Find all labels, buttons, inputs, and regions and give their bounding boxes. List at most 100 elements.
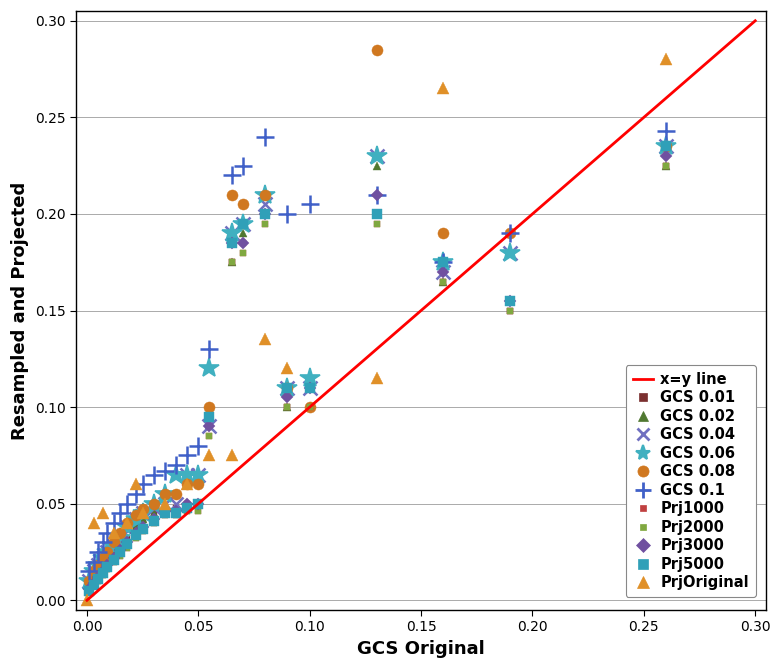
PrjOriginal bbox=[227, 452, 236, 460]
Prj2000 bbox=[85, 587, 94, 595]
Prj2000 bbox=[283, 403, 292, 411]
Prj2000 bbox=[171, 511, 181, 519]
GCS 0.06 bbox=[138, 509, 147, 517]
Prj3000 bbox=[182, 500, 192, 508]
PrjOriginal bbox=[138, 509, 147, 517]
Legend: x=y line, GCS 0.01, GCS 0.02, GCS 0.04, GCS 0.06, GCS 0.08, GCS 0.1, Prj1000, Pr: x=y line, GCS 0.01, GCS 0.02, GCS 0.04, … bbox=[626, 365, 756, 597]
PrjOriginal bbox=[182, 480, 192, 488]
Prj2000 bbox=[116, 552, 125, 560]
Prj2000 bbox=[506, 306, 515, 314]
Prj3000 bbox=[205, 422, 215, 430]
GCS 0.08 bbox=[193, 480, 203, 488]
GCS 0.02 bbox=[283, 403, 292, 411]
GCS 0.02 bbox=[182, 500, 192, 508]
GCS 0.04 bbox=[98, 554, 107, 562]
GCS 0.08 bbox=[122, 519, 132, 527]
Prj5000 bbox=[132, 531, 141, 539]
GCS 0.08 bbox=[238, 200, 247, 208]
GCS 0.01 bbox=[103, 554, 112, 562]
Prj5000 bbox=[89, 581, 99, 589]
Prj5000 bbox=[149, 517, 158, 525]
Prj2000 bbox=[149, 519, 158, 527]
Prj3000 bbox=[438, 268, 448, 276]
GCS 0.04 bbox=[305, 384, 315, 392]
GCS 0.04 bbox=[662, 142, 671, 151]
GCS 0.02 bbox=[138, 515, 147, 523]
GCS 0.08 bbox=[89, 567, 99, 575]
Prj2000 bbox=[89, 581, 99, 589]
Prj3000 bbox=[372, 191, 381, 199]
GCS 0.08 bbox=[161, 490, 170, 498]
GCS 0.02 bbox=[662, 162, 671, 170]
Prj3000 bbox=[238, 239, 247, 247]
GCS 0.04 bbox=[93, 561, 103, 569]
GCS 0.01 bbox=[238, 239, 247, 247]
GCS 0.04 bbox=[161, 500, 170, 508]
GCS 0.04 bbox=[238, 219, 247, 227]
Line: GCS 0.08: GCS 0.08 bbox=[84, 44, 672, 587]
GCS 0.1 bbox=[182, 452, 192, 460]
GCS 0.01 bbox=[506, 306, 515, 314]
Prj1000 bbox=[161, 511, 170, 519]
GCS 0.06 bbox=[193, 471, 203, 479]
Prj3000 bbox=[171, 507, 181, 515]
GCS 0.04 bbox=[85, 577, 94, 585]
GCS 0.1 bbox=[98, 539, 107, 547]
GCS 0.06 bbox=[205, 365, 215, 373]
Prj3000 bbox=[261, 210, 270, 218]
GCS 0.06 bbox=[89, 567, 99, 575]
Prj5000 bbox=[182, 504, 192, 512]
Prj5000 bbox=[85, 587, 94, 595]
Prj5000 bbox=[438, 258, 448, 266]
Prj1000 bbox=[85, 587, 94, 595]
Prj5000 bbox=[122, 541, 132, 549]
PrjOriginal bbox=[261, 335, 270, 343]
GCS 0.06 bbox=[305, 374, 315, 382]
Prj1000 bbox=[506, 306, 515, 314]
Prj2000 bbox=[138, 527, 147, 535]
GCS 0.04 bbox=[506, 249, 515, 257]
GCS 0.02 bbox=[438, 278, 448, 286]
Prj1000 bbox=[98, 571, 107, 579]
GCS 0.08 bbox=[438, 229, 448, 237]
GCS 0.02 bbox=[149, 509, 158, 517]
GCS 0.01 bbox=[171, 504, 181, 512]
GCS 0.1 bbox=[227, 171, 236, 179]
GCS 0.1 bbox=[372, 191, 381, 199]
GCS 0.04 bbox=[138, 509, 147, 517]
GCS 0.02 bbox=[305, 403, 315, 411]
GCS 0.01 bbox=[109, 548, 118, 556]
GCS 0.02 bbox=[238, 229, 247, 237]
Line: GCS 0.02: GCS 0.02 bbox=[85, 161, 670, 589]
GCS 0.1 bbox=[438, 258, 448, 266]
Prj5000 bbox=[98, 569, 107, 577]
GCS 0.01 bbox=[85, 581, 94, 589]
Prj2000 bbox=[161, 511, 170, 519]
GCS 0.08 bbox=[138, 506, 147, 514]
GCS 0.04 bbox=[283, 384, 292, 392]
GCS 0.06 bbox=[182, 471, 192, 479]
Prj1000 bbox=[122, 544, 132, 552]
GCS 0.08 bbox=[305, 403, 315, 411]
GCS 0.1 bbox=[161, 467, 170, 475]
GCS 0.04 bbox=[261, 200, 270, 208]
GCS 0.04 bbox=[116, 535, 125, 543]
Prj3000 bbox=[103, 561, 112, 569]
Prj1000 bbox=[109, 558, 118, 566]
Prj1000 bbox=[132, 535, 141, 543]
GCS 0.02 bbox=[109, 548, 118, 556]
Line: Prj3000: Prj3000 bbox=[85, 152, 670, 593]
GCS 0.01 bbox=[205, 422, 215, 430]
GCS 0.02 bbox=[89, 573, 99, 581]
Prj5000 bbox=[205, 413, 215, 421]
GCS 0.1 bbox=[109, 519, 118, 527]
Line: PrjOriginal: PrjOriginal bbox=[81, 54, 672, 606]
GCS 0.06 bbox=[238, 219, 247, 227]
Prj5000 bbox=[238, 219, 247, 227]
GCS 0.08 bbox=[109, 539, 118, 547]
Line: GCS 0.06: GCS 0.06 bbox=[79, 136, 677, 591]
GCS 0.1 bbox=[89, 558, 99, 566]
GCS 0.01 bbox=[438, 278, 448, 286]
Prj5000 bbox=[116, 548, 125, 556]
Prj1000 bbox=[662, 162, 671, 170]
